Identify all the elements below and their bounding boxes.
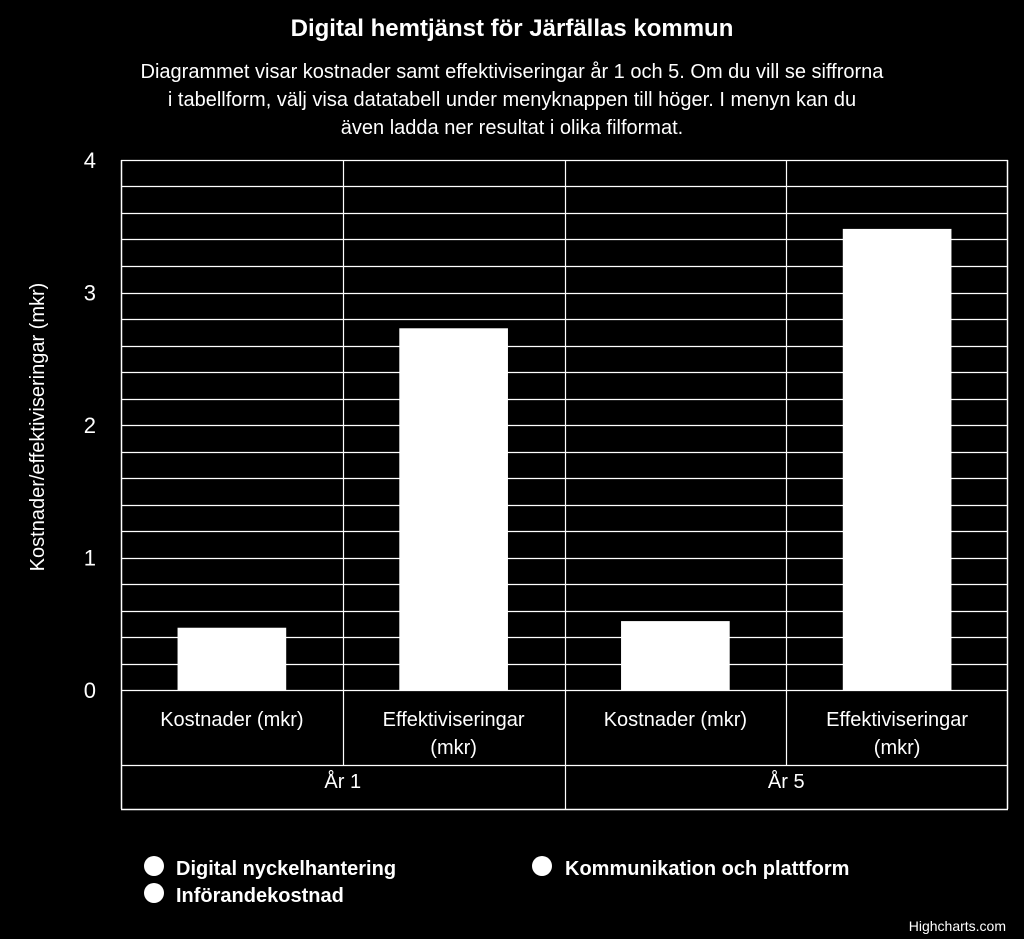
legend-marker-icon — [144, 883, 164, 903]
legend-item-inforandekostnad[interactable]: Införandekostnad — [144, 883, 344, 907]
bar[interactable] — [177, 627, 287, 690]
y-tick-label: 0 — [84, 678, 96, 703]
chart-title: Digital hemtjänst för Järfällas kommun — [291, 15, 734, 42]
x-category-label: (mkr) — [874, 737, 921, 759]
legend-marker-icon — [144, 856, 164, 876]
y-tick-label: 3 — [84, 281, 96, 306]
x-group-label: År 1 — [324, 770, 361, 793]
chart-subtitle-line-2: i tabellform, välj visa datatabell under… — [168, 89, 856, 111]
y-tick-label: 4 — [84, 148, 96, 173]
x-group-label: År 5 — [768, 770, 805, 793]
bar[interactable] — [842, 228, 952, 690]
x-category-label: Kostnader (mkr) — [160, 709, 303, 731]
legend-marker-icon — [532, 856, 552, 876]
credits-link[interactable]: Highcharts.com — [909, 918, 1006, 934]
legend-label: Digital nyckelhantering — [176, 858, 396, 880]
bars — [177, 228, 952, 690]
y-tick-label: 1 — [84, 546, 96, 571]
bar[interactable] — [399, 328, 508, 690]
x-category-label: Kostnader (mkr) — [604, 709, 747, 731]
x-category-label: (mkr) — [430, 737, 477, 759]
legend-item-digital-nyckelhantering[interactable]: Digital nyckelhantering — [144, 856, 396, 880]
chart-subtitle-line-1: Diagrammet visar kostnader samt effektiv… — [141, 61, 885, 83]
legend-label: Kommunikation och plattform — [565, 858, 849, 880]
legend-label: Införandekostnad — [176, 885, 344, 907]
chart-subtitle-line-3: även ladda ner resultat i olika filforma… — [341, 117, 683, 139]
bar[interactable] — [621, 621, 730, 690]
axis-labels: 0 1 2 3 4 Kostnader (mkr) Effektiviseringar (mk… — [84, 148, 969, 793]
y-tick-label: 2 — [84, 413, 96, 438]
y-axis-title: Kostnader/effektiviseringar (mkr) — [27, 283, 49, 572]
legend-item-kommunikation-och-plattform[interactable]: Kommunikation och plattform — [532, 856, 849, 880]
legend: Digital nyckelhantering Kommunikation oc… — [144, 856, 849, 907]
x-category-label: Effektiviseringar — [826, 709, 968, 731]
x-category-label: Effektiviseringar — [383, 709, 525, 731]
